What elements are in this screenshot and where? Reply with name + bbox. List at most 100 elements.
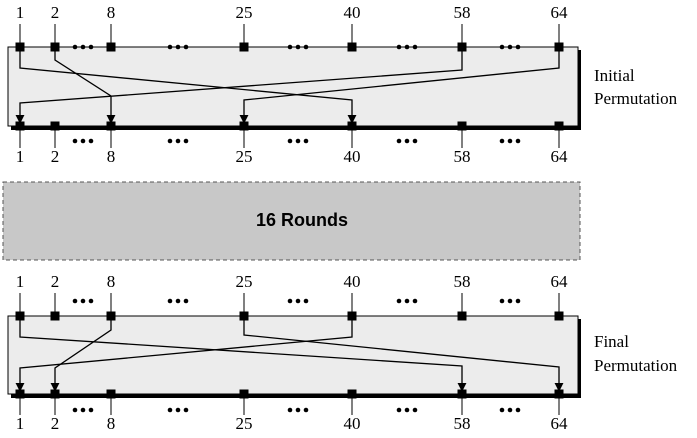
wire <box>15 316 353 392</box>
ellipsis-dot <box>507 407 513 413</box>
port-label: 64 <box>551 272 569 291</box>
wire <box>19 47 357 124</box>
ellipsis-dot <box>412 44 418 50</box>
port-label: 1 <box>16 147 25 166</box>
initial-box <box>7 46 579 127</box>
port-label: 25 <box>236 414 253 433</box>
ellipsis-dot <box>507 44 513 50</box>
port-label: 64 <box>551 3 569 22</box>
box-label: Permutation <box>594 89 678 108</box>
ellipsis-dot <box>183 407 189 413</box>
ellipsis-dot <box>80 44 86 50</box>
ellipsis-dot <box>72 138 78 144</box>
ellipsis-dot <box>183 298 189 304</box>
ellipsis-dot <box>72 44 78 50</box>
ellipsis-dot <box>507 298 513 304</box>
port <box>457 311 467 321</box>
ellipsis-dot <box>412 298 418 304</box>
port <box>106 311 116 321</box>
port <box>239 311 249 321</box>
ellipsis-dot <box>175 44 181 50</box>
ellipsis-dot <box>167 407 173 413</box>
port-label: 2 <box>51 147 60 166</box>
ellipsis-dot <box>404 298 410 304</box>
ellipsis-dot <box>183 44 189 50</box>
ellipsis-dot <box>167 138 173 144</box>
port <box>50 311 60 321</box>
ellipsis-dot <box>303 407 309 413</box>
port-label: 58 <box>454 272 471 291</box>
ellipsis-dot <box>396 44 402 50</box>
wire <box>50 316 112 392</box>
port <box>15 42 25 52</box>
port-label: 2 <box>51 3 60 22</box>
port-label: 1 <box>16 272 25 291</box>
ellipsis-dot <box>396 138 402 144</box>
port-label: 25 <box>236 147 253 166</box>
port <box>50 42 60 52</box>
port-label: 64 <box>551 414 569 433</box>
port-label: 25 <box>236 3 253 22</box>
port-label: 2 <box>51 272 60 291</box>
port <box>554 42 564 52</box>
ellipsis-dot <box>295 298 301 304</box>
port <box>457 42 467 52</box>
port <box>15 311 25 321</box>
ellipsis-dot <box>412 407 418 413</box>
box-label: Permutation <box>594 356 678 375</box>
port <box>554 311 564 321</box>
ellipsis-dot <box>515 298 521 304</box>
ellipsis-dot <box>404 44 410 50</box>
port-label: 2 <box>51 414 60 433</box>
ellipsis-dot <box>396 407 402 413</box>
wire <box>239 47 560 124</box>
ellipsis-dot <box>287 407 293 413</box>
ellipsis-dot <box>303 298 309 304</box>
wire <box>54 47 116 124</box>
port-label: 40 <box>344 272 361 291</box>
box-label: Final <box>594 332 629 351</box>
ellipsis-dot <box>175 138 181 144</box>
ellipsis-dot <box>167 298 173 304</box>
wire <box>15 47 463 124</box>
port-label: 1 <box>16 3 25 22</box>
box-label: Initial <box>594 66 635 85</box>
ellipsis-dot <box>303 138 309 144</box>
ellipsis-dot <box>167 44 173 50</box>
ellipsis-dot <box>515 44 521 50</box>
ellipsis-dot <box>287 138 293 144</box>
ellipsis-dot <box>507 138 513 144</box>
ellipsis-dot <box>287 44 293 50</box>
port-label: 40 <box>344 147 361 166</box>
port <box>106 42 116 52</box>
ellipsis-dot <box>412 138 418 144</box>
port <box>347 42 357 52</box>
ellipsis-dot <box>88 44 94 50</box>
ellipsis-dot <box>515 407 521 413</box>
port-label: 8 <box>107 272 116 291</box>
port-label: 8 <box>107 147 116 166</box>
port-label: 8 <box>107 3 116 22</box>
port-label: 40 <box>344 414 361 433</box>
rounds-box <box>2 181 581 261</box>
ellipsis-dot <box>499 138 505 144</box>
ellipsis-dot <box>499 407 505 413</box>
ellipsis-dot <box>295 138 301 144</box>
ellipsis-dot <box>88 298 94 304</box>
ellipsis-dot <box>80 138 86 144</box>
ellipsis-dot <box>287 298 293 304</box>
ellipsis-dot <box>88 407 94 413</box>
port-label: 1 <box>16 414 25 433</box>
ellipsis-dot <box>295 407 301 413</box>
port-label: 40 <box>344 3 361 22</box>
port-label: 58 <box>454 147 471 166</box>
ellipsis-dot <box>175 407 181 413</box>
ellipsis-dot <box>88 138 94 144</box>
ellipsis-dot <box>396 298 402 304</box>
ellipsis-dot <box>404 138 410 144</box>
port <box>239 42 249 52</box>
ellipsis-dot <box>80 298 86 304</box>
wire <box>243 316 564 392</box>
